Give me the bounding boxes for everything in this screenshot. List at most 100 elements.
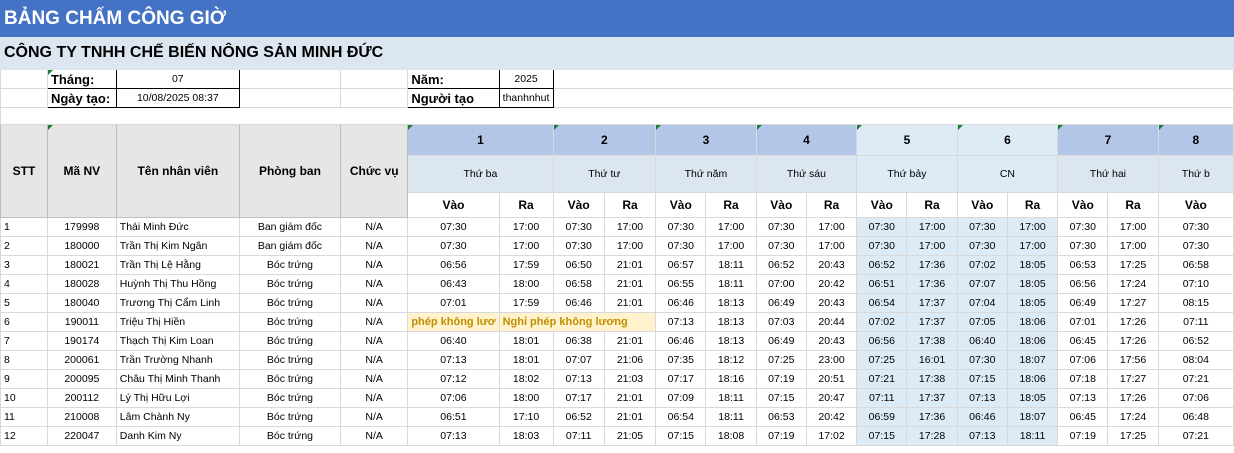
time-cell[interactable]: 18:11 bbox=[705, 407, 757, 427]
time-cell[interactable]: 18:05 bbox=[1006, 255, 1059, 275]
time-cell[interactable]: 07:30 bbox=[956, 236, 1008, 256]
dept-cell[interactable]: Bóc trứng bbox=[238, 293, 342, 313]
stt-cell[interactable]: 7 bbox=[0, 331, 48, 351]
time-cell[interactable]: 17:26 bbox=[1107, 388, 1159, 408]
day-weekday-2[interactable]: Thứ tư bbox=[552, 155, 657, 193]
time-cell[interactable]: 07:30 bbox=[1157, 236, 1234, 256]
day-weekday-5[interactable]: Thứ bảy bbox=[856, 155, 958, 193]
title-fill[interactable] bbox=[407, 0, 1234, 37]
emp-name-cell[interactable]: Lý Thị Hữu Lợi bbox=[115, 388, 240, 408]
time-cell[interactable]: 07:25 bbox=[755, 350, 807, 370]
time-cell[interactable]: 06:53 bbox=[755, 407, 807, 427]
time-cell[interactable]: 07:11 bbox=[1157, 312, 1234, 332]
time-cell[interactable]: 07:18 bbox=[1057, 369, 1109, 389]
time-cell[interactable]: 06:38 bbox=[552, 331, 605, 351]
time-cell[interactable]: 17:00 bbox=[906, 217, 958, 237]
time-cell[interactable]: 07:30 bbox=[655, 236, 707, 256]
time-cell[interactable]: 07:17 bbox=[655, 369, 707, 389]
time-cell[interactable]: 20:47 bbox=[805, 388, 858, 408]
created-label[interactable]: Ngày tạo: bbox=[46, 88, 117, 108]
emp-name-cell[interactable]: Huỳnh Thị Thu Hồng bbox=[115, 274, 240, 294]
time-cell[interactable]: 20:43 bbox=[805, 293, 858, 313]
position-cell[interactable]: N/A bbox=[340, 217, 409, 237]
month-label[interactable]: Tháng: bbox=[46, 69, 117, 89]
time-cell[interactable]: 07:30 bbox=[856, 236, 908, 256]
time-cell[interactable]: 18:06 bbox=[1006, 369, 1059, 389]
emp-id-cell[interactable]: 180000 bbox=[46, 236, 117, 256]
time-cell[interactable]: 07:02 bbox=[856, 312, 908, 332]
time-cell[interactable]: 06:59 bbox=[856, 407, 908, 427]
emp-id-cell[interactable]: 210008 bbox=[46, 407, 117, 427]
day-weekday-1[interactable]: Thứ ba bbox=[407, 155, 554, 193]
time-cell[interactable]: 20:43 bbox=[805, 255, 858, 275]
emp-name-cell[interactable]: Trương Thị Cẩm Linh bbox=[115, 293, 240, 313]
time-cell[interactable]: 06:53 bbox=[1057, 255, 1109, 275]
time-cell[interactable]: 07:21 bbox=[1157, 369, 1234, 389]
position-cell[interactable]: N/A bbox=[340, 407, 409, 427]
day-weekday-6[interactable]: CN bbox=[956, 155, 1059, 193]
stt-cell[interactable]: 9 bbox=[0, 369, 48, 389]
time-cell[interactable]: 07:30 bbox=[956, 350, 1008, 370]
day-7-in-header[interactable]: Vào bbox=[1057, 192, 1109, 218]
time-cell[interactable]: 07:02 bbox=[956, 255, 1008, 275]
time-cell[interactable]: 07:01 bbox=[1057, 312, 1109, 332]
position-cell[interactable]: N/A bbox=[340, 274, 409, 294]
sheet-title[interactable]: BẢNG CHẤM CÔNG GIỜ bbox=[0, 0, 409, 37]
time-cell[interactable]: 07:13 bbox=[407, 426, 500, 446]
time-cell[interactable]: 21:05 bbox=[603, 426, 657, 446]
time-cell[interactable]: 18:13 bbox=[705, 293, 757, 313]
time-cell[interactable]: 17:00 bbox=[1006, 236, 1059, 256]
time-cell[interactable]: 17:00 bbox=[705, 236, 757, 256]
creator-label[interactable]: Người tạo bbox=[407, 88, 500, 108]
time-cell[interactable]: 07:30 bbox=[856, 217, 908, 237]
time-cell[interactable]: 06:46 bbox=[655, 331, 707, 351]
time-cell[interactable]: 07:13 bbox=[1057, 388, 1109, 408]
time-cell[interactable]: 17:00 bbox=[498, 217, 554, 237]
time-cell[interactable]: 20:44 bbox=[805, 312, 858, 332]
emp-name-cell[interactable]: Danh Kim Ny bbox=[115, 426, 240, 446]
time-cell[interactable]: 06:54 bbox=[655, 407, 707, 427]
time-cell[interactable]: 18:11 bbox=[705, 274, 757, 294]
time-cell[interactable]: 18:13 bbox=[705, 312, 757, 332]
time-cell[interactable]: 17:59 bbox=[498, 255, 554, 275]
day-weekday-7[interactable]: Thứ hai bbox=[1057, 155, 1159, 193]
day-number-8[interactable]: 8 bbox=[1157, 124, 1234, 156]
emp-id-cell[interactable]: 200112 bbox=[46, 388, 117, 408]
time-cell[interactable]: 07:07 bbox=[552, 350, 605, 370]
time-cell[interactable]: 07:15 bbox=[755, 388, 807, 408]
time-cell[interactable]: 17:00 bbox=[1107, 217, 1159, 237]
time-cell[interactable]: 18:03 bbox=[498, 426, 554, 446]
position-cell[interactable]: N/A bbox=[340, 293, 409, 313]
dept-cell[interactable]: Bóc trứng bbox=[238, 331, 342, 351]
time-cell[interactable]: 07:03 bbox=[755, 312, 807, 332]
time-cell[interactable]: 17:56 bbox=[1107, 350, 1159, 370]
stt-cell[interactable]: 10 bbox=[0, 388, 48, 408]
day-5-in-header[interactable]: Vào bbox=[856, 192, 908, 218]
stt-cell[interactable]: 5 bbox=[0, 293, 48, 313]
time-cell[interactable]: 06:48 bbox=[1157, 407, 1234, 427]
time-cell[interactable]: 17:27 bbox=[1107, 369, 1159, 389]
time-cell[interactable]: 20:51 bbox=[805, 369, 858, 389]
leave-cell[interactable]: phép không lươ bbox=[407, 312, 500, 332]
day-3-in-header[interactable]: Vào bbox=[655, 192, 707, 218]
month-value[interactable]: 07 bbox=[115, 69, 240, 89]
time-cell[interactable]: 06:46 bbox=[655, 293, 707, 313]
time-cell[interactable]: 07:11 bbox=[552, 426, 605, 446]
time-cell[interactable]: 21:01 bbox=[603, 407, 657, 427]
time-cell[interactable]: 18:07 bbox=[1006, 407, 1059, 427]
day-7-out-header[interactable]: Ra bbox=[1107, 192, 1159, 218]
dept-cell[interactable]: Bóc trứng bbox=[238, 255, 342, 275]
time-cell[interactable]: 18:08 bbox=[705, 426, 757, 446]
emp-name-cell[interactable]: Châu Thị Minh Thanh bbox=[115, 369, 240, 389]
time-cell[interactable]: 06:43 bbox=[407, 274, 500, 294]
time-cell[interactable]: 17:00 bbox=[1107, 236, 1159, 256]
time-cell[interactable]: 21:06 bbox=[603, 350, 657, 370]
time-cell[interactable]: 17:00 bbox=[906, 236, 958, 256]
time-cell[interactable]: 21:03 bbox=[603, 369, 657, 389]
time-cell[interactable]: 17:00 bbox=[1006, 217, 1059, 237]
time-cell[interactable]: 16:01 bbox=[906, 350, 958, 370]
time-cell[interactable]: 06:51 bbox=[856, 274, 908, 294]
time-cell[interactable]: 21:01 bbox=[603, 274, 657, 294]
day-number-4[interactable]: 4 bbox=[755, 124, 858, 156]
time-cell[interactable]: 21:01 bbox=[603, 293, 657, 313]
